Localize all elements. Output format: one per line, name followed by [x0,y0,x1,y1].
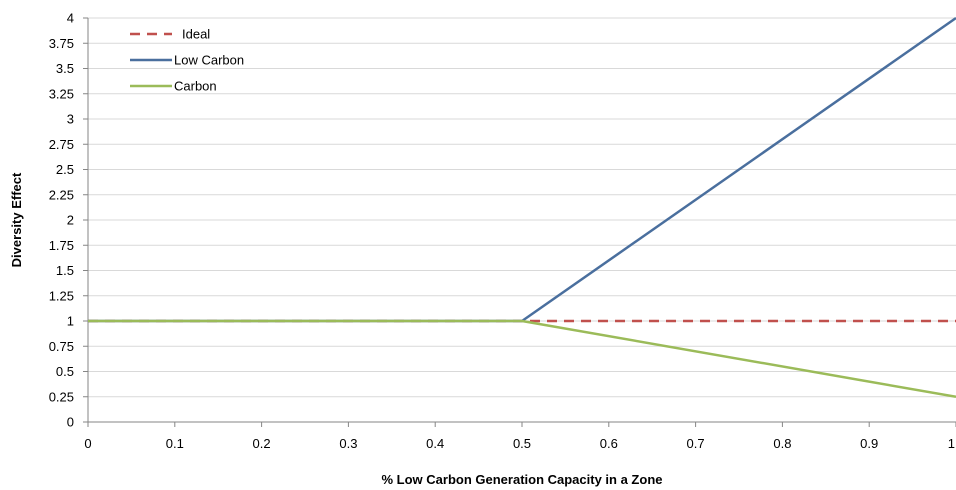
axes [83,17,956,427]
legend-label: Carbon [174,79,217,94]
y-tick-label: 3.25 [49,86,74,101]
y-tick-label: 2.5 [56,162,74,177]
x-tick-label: 0.5 [513,436,531,451]
y-tick-label: 3.75 [49,36,74,51]
y-tick-label: 1.75 [49,238,74,253]
legend-label: Ideal [182,27,210,42]
y-tick-label: 3.5 [56,61,74,76]
x-tick-label: 0.3 [339,436,357,451]
y-tick-label: 1.5 [56,263,74,278]
x-tick-label: 0.2 [253,436,271,451]
y-tick-label: 0.5 [56,364,74,379]
x-tick-label: 0.1 [166,436,184,451]
series-line-carbon [88,319,956,399]
x-tick-label: 0.8 [773,436,791,451]
legend: Ideal Low Carbon Carbon [130,27,244,94]
y-tick-label: 0.75 [49,339,74,354]
y-axis-title: Diversity Effect [9,172,24,267]
y-tick-label: 1 [67,314,74,329]
x-axis-title: % Low Carbon Generation Capacity in a Zo… [382,472,663,487]
legend-label: Low Carbon [174,53,244,68]
y-tick-label: 2.75 [49,137,74,152]
y-tick-label: 1.25 [49,288,74,303]
tick-labels: 0 0.25 0.5 0.75 1 1.25 1.5 1.75 2 2.25 2.5 2.75 3 3.2… [49,11,955,452]
y-tick-label: 2.25 [49,187,74,202]
y-tick-label: 4 [67,11,74,26]
y-tick-label: 0 [67,415,74,430]
series-lines [88,16,956,399]
x-tick-label: 0.6 [600,436,618,451]
gridlines [88,17,956,398]
x-tick-label: 0.4 [426,436,444,451]
y-tick-label: 2 [67,213,74,228]
x-tick-label: 0.7 [687,436,705,451]
x-tick-label: 0.9 [860,436,878,451]
y-tick-label: 3 [67,112,74,127]
x-tick-label: 1 [948,436,955,451]
x-tick-label: 0 [84,436,91,451]
y-tick-label: 0.25 [49,389,74,404]
